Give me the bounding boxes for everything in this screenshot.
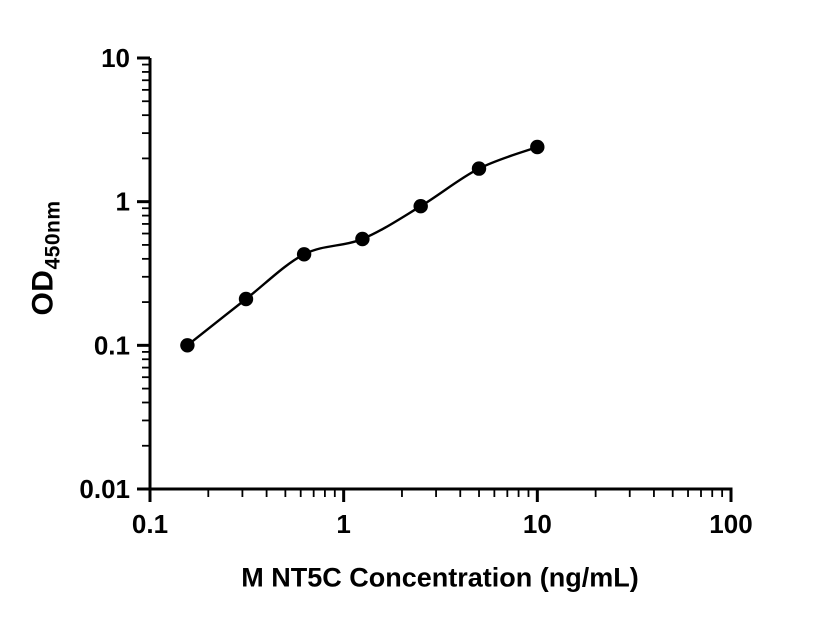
data-point: [471, 161, 487, 176]
x-tick-label: 100: [709, 509, 752, 539]
x-axis-label: M NT5C Concentration (ng/mL): [241, 562, 639, 593]
data-point: [355, 231, 370, 247]
data-point: [238, 291, 254, 307]
y-axis-label-main: OD: [26, 269, 60, 316]
y-tick-label: 0.01: [79, 474, 130, 504]
y-axis-label: OD450nm: [27, 200, 66, 315]
x-tick-label: 10: [523, 509, 552, 539]
x-tick-label: 0.1: [132, 509, 168, 539]
y-tick-label: 1: [116, 187, 130, 217]
y-tick-label: 10: [101, 43, 130, 73]
y-tick-label: 0.1: [94, 330, 130, 360]
x-tick-label: 1: [336, 509, 350, 539]
data-point: [180, 338, 195, 353]
y-axis-label-subscript: 450nm: [41, 200, 65, 270]
data-point: [296, 247, 312, 262]
data-point: [530, 139, 545, 155]
data-point: [413, 199, 428, 214]
